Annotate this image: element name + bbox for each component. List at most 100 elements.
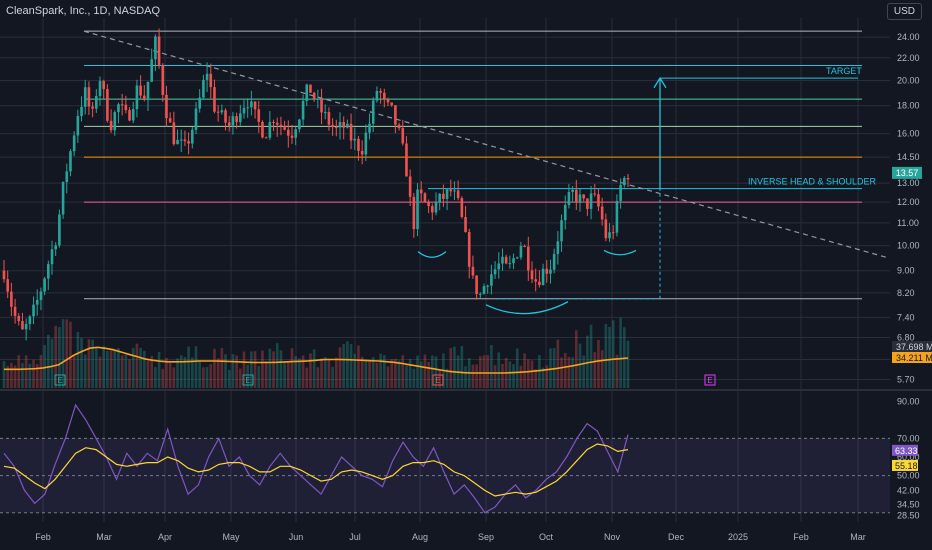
candle-body	[43, 278, 46, 292]
candle-body	[87, 87, 91, 107]
volume-bar	[460, 345, 464, 388]
volume-bar	[331, 366, 334, 388]
price-tick-label: 8.20	[897, 288, 915, 298]
candle-body	[560, 220, 563, 242]
candle-body	[338, 122, 342, 128]
symbol-title[interactable]: CleanSpark, Inc., 1D, NASDAQ	[6, 5, 161, 17]
volume-bar	[124, 354, 128, 388]
candle-body	[76, 116, 80, 136]
volume-bar	[139, 347, 142, 388]
candle-body	[143, 95, 146, 100]
candle-body	[320, 98, 323, 113]
candle-body	[431, 206, 434, 213]
candle-body	[161, 65, 165, 95]
volume-bar	[375, 362, 379, 388]
volume-bar	[187, 346, 190, 388]
candle-body	[287, 129, 290, 136]
price-tick-label: 11.00	[897, 218, 919, 228]
candle-body	[95, 96, 98, 109]
volume-bar	[102, 346, 105, 388]
candle-body	[623, 177, 626, 186]
volume-bar	[338, 347, 342, 388]
volume-bar	[604, 323, 608, 388]
candle-body	[519, 245, 523, 258]
volume-bar	[353, 353, 357, 388]
candle-body	[497, 263, 501, 270]
volume-bar	[154, 367, 157, 388]
volume-bar	[117, 348, 120, 388]
candle-body	[538, 281, 541, 286]
volume-bar	[541, 367, 545, 388]
volume-bar	[379, 353, 382, 388]
candle-body	[305, 84, 309, 101]
candle-body	[453, 190, 456, 192]
candle-body	[323, 112, 327, 114]
volume-bar	[290, 348, 294, 388]
candle-body	[106, 89, 109, 121]
currency-button[interactable]: USD	[886, 3, 922, 20]
rsi-tick-label: 50.00	[897, 471, 920, 481]
candle-body	[183, 139, 187, 142]
volume-bar	[264, 361, 268, 388]
last-price-tag	[892, 166, 922, 179]
candle-body	[316, 98, 320, 100]
volume-bar	[357, 345, 360, 388]
volume-bar	[172, 367, 176, 388]
volume-bar	[80, 337, 83, 388]
candle-body	[586, 198, 589, 209]
volume-bar	[28, 363, 32, 388]
volume-bar	[253, 351, 257, 388]
volume-bar	[275, 343, 279, 388]
candle-body	[301, 100, 305, 120]
annotations: TARGET INVERSE HEAD & SHOULDER	[660, 66, 877, 187]
volume-bar	[250, 351, 253, 388]
left-shoulder-arc	[417, 251, 447, 258]
volume-bar	[157, 352, 161, 388]
candle-body	[13, 306, 17, 316]
volume-bar	[35, 364, 39, 388]
candle-body	[490, 274, 493, 286]
volume-bar	[575, 330, 578, 388]
candle-body	[309, 84, 312, 93]
candle-body	[593, 193, 597, 195]
candle-body	[515, 257, 519, 259]
candle-body	[438, 193, 441, 202]
volume-bar	[69, 321, 72, 388]
right-shoulder-arc	[603, 249, 637, 256]
candle-body	[61, 182, 65, 215]
candle-body	[131, 109, 135, 121]
candle-body	[471, 266, 475, 276]
time-axis[interactable]: Feb Mar Apr May Jun Jul Aug Sep Oct Nov Dec 2025 Feb…	[35, 532, 866, 542]
volume-bar	[471, 364, 475, 388]
candle-body	[157, 36, 161, 66]
volume-bar	[257, 366, 261, 388]
volume-bar	[83, 354, 87, 388]
time-tick-label: Mar	[96, 532, 112, 542]
volume-bar	[486, 355, 489, 388]
volume-bar	[43, 345, 46, 388]
rsi-value-label: 63.33	[895, 446, 918, 456]
candle-body	[2, 270, 6, 280]
candle-body	[205, 73, 209, 80]
candle-body	[202, 79, 205, 98]
candle-body	[479, 293, 482, 295]
volume-bar	[13, 365, 17, 388]
candle-body	[545, 268, 549, 274]
volume-bar	[438, 370, 441, 388]
candle-body	[493, 269, 497, 275]
candle-body	[604, 219, 608, 239]
volume-bar	[235, 355, 238, 388]
candle-body	[416, 189, 419, 230]
volume-bar	[549, 348, 552, 388]
price-tick-label: 12.00	[897, 197, 920, 207]
candle-body	[390, 102, 393, 106]
candle-body	[619, 185, 622, 201]
volume-bar	[519, 365, 523, 388]
candle-body	[220, 110, 224, 113]
price-axis[interactable]: 5.706.206.807.408.209.0010.0011.0012.001…	[892, 32, 932, 521]
time-tick-label: Oct	[539, 532, 554, 542]
volume-bar	[135, 343, 139, 388]
candle-body	[261, 121, 264, 138]
pattern-label: INVERSE HEAD & SHOULDER	[748, 177, 877, 187]
